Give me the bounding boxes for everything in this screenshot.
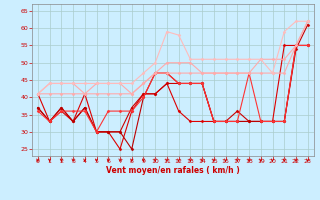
X-axis label: Vent moyen/en rafales ( km/h ): Vent moyen/en rafales ( km/h ) xyxy=(106,166,240,175)
